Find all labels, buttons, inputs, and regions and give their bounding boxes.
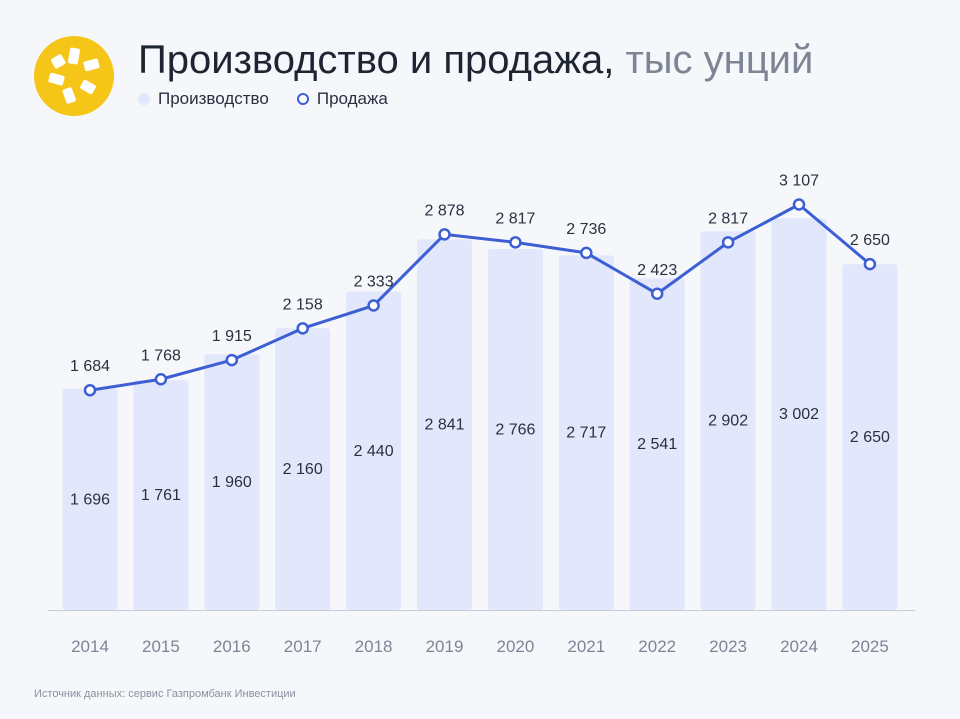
bar-value-label-2014: 1 696 xyxy=(70,491,110,508)
sales-value-label-2016: 1 915 xyxy=(212,328,252,345)
bar-value-label-2020: 2 766 xyxy=(495,421,535,438)
sales-value-label-2025: 2 650 xyxy=(850,232,890,249)
bar-2014 xyxy=(62,388,118,610)
legend-bar-swatch-icon xyxy=(138,93,150,105)
sales-value-label-2019: 2 878 xyxy=(424,202,464,219)
sales-value-label-2017: 2 158 xyxy=(283,296,323,313)
bar-2017 xyxy=(275,328,331,610)
sales-value-label-2020: 2 817 xyxy=(495,210,535,227)
sales-value-label-2023: 2 817 xyxy=(708,210,748,227)
x-tick-label-2015: 2015 xyxy=(142,637,180,656)
legend: Производство Продажа xyxy=(138,88,416,110)
bar-value-label-2023: 2 902 xyxy=(708,413,748,430)
title-main: Производство и продажа, xyxy=(138,38,615,82)
bar-value-label-2016: 1 960 xyxy=(212,474,252,491)
bar-2016 xyxy=(204,354,260,610)
bar-2021 xyxy=(558,255,614,610)
sales-point-2019 xyxy=(438,228,451,241)
sales-point-2023 xyxy=(721,236,735,249)
x-tick-label-2024: 2024 xyxy=(780,637,818,656)
x-tick-label-2020: 2020 xyxy=(496,637,534,656)
x-tick-label-2014: 2014 xyxy=(71,637,109,656)
x-tick-label-2023: 2023 xyxy=(709,637,747,656)
x-tick-label-2017: 2017 xyxy=(284,637,322,656)
bar-2025 xyxy=(842,264,898,610)
legend-label-production: Производство xyxy=(158,89,269,108)
sales-point-2014 xyxy=(83,383,97,397)
title-unit: тыс унций xyxy=(625,38,814,82)
bar-2022 xyxy=(629,278,685,610)
legend-marker-swatch-icon xyxy=(296,93,309,105)
sales-point-2015 xyxy=(154,373,168,386)
x-tick-label-2019: 2019 xyxy=(426,637,464,656)
legend-item-sales: Продажа xyxy=(296,89,388,109)
sales-point-2017 xyxy=(296,322,309,335)
sales-point-2025 xyxy=(863,257,877,271)
sales-value-label-2014: 1 684 xyxy=(70,358,110,375)
bar-2018 xyxy=(346,291,402,610)
legend-item-production: Производство xyxy=(138,89,269,109)
bar-2020 xyxy=(487,248,543,610)
sales-point-2022 xyxy=(650,287,664,301)
sales-point-2020 xyxy=(509,236,522,249)
bar-value-label-2025: 2 650 xyxy=(850,429,890,446)
x-tick-label-2021: 2021 xyxy=(567,637,605,656)
bar-value-label-2019: 2 841 xyxy=(424,417,464,434)
sales-value-label-2018: 2 333 xyxy=(354,274,394,291)
sales-point-2024 xyxy=(792,198,806,211)
x-tick-label-2022: 2022 xyxy=(638,637,676,656)
x-tick-label-2016: 2016 xyxy=(213,637,251,656)
bar-2024 xyxy=(771,218,827,610)
logo-circle xyxy=(34,36,114,116)
brand-logo-icon xyxy=(34,36,114,116)
sales-point-2018 xyxy=(367,299,380,312)
bar-value-label-2022: 2 541 xyxy=(637,436,677,453)
bar-2019 xyxy=(417,239,472,610)
bar-2015 xyxy=(133,380,189,610)
sales-value-label-2022: 2 423 xyxy=(637,262,677,279)
x-tick-label-2018: 2018 xyxy=(355,637,393,656)
sales-value-label-2024: 3 107 xyxy=(779,172,819,189)
bar-value-label-2018: 2 440 xyxy=(354,443,394,460)
sales-point-2021 xyxy=(580,246,593,260)
source-note: Источник данных: сервис Газпромбанк Инве… xyxy=(34,688,296,700)
bar-value-label-2024: 3 002 xyxy=(779,406,819,423)
sales-point-2016 xyxy=(225,353,239,367)
bar-value-label-2021: 2 717 xyxy=(566,425,606,442)
sales-line xyxy=(88,202,872,392)
bar-value-label-2015: 1 761 xyxy=(141,487,181,504)
bar-value-label-2017: 2 160 xyxy=(283,461,323,478)
legend-label-sales: Продажа xyxy=(316,89,388,108)
chart-title: Производство и продажа, тыс унций xyxy=(138,36,813,84)
x-tick-label-2025: 2025 xyxy=(851,637,889,656)
sales-value-label-2021: 2 736 xyxy=(566,221,606,238)
bar-2023 xyxy=(700,231,756,610)
sales-value-label-2015: 1 768 xyxy=(141,347,181,364)
